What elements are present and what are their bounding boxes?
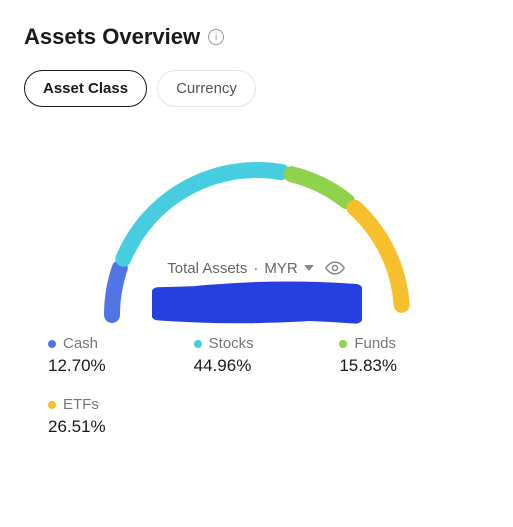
legend-item-cash: Cash 12.70% (48, 335, 174, 376)
tabs: Asset Class Currency (24, 70, 489, 107)
currency-code: MYR (264, 260, 297, 277)
legend-value-stocks: 44.96% (194, 356, 320, 376)
info-icon[interactable]: i (208, 29, 224, 45)
legend-label-etfs: ETFs (63, 396, 99, 413)
legend-label-cash: Cash (63, 335, 98, 352)
gauge-center: Total Assets · MYR (24, 257, 489, 279)
legend-item-funds: Funds 15.83% (339, 335, 465, 376)
separator: · (253, 260, 258, 277)
legend: Cash 12.70% Stocks 44.96% Funds 15.83% E… (24, 335, 489, 437)
legend-dot-etfs (48, 401, 56, 409)
legend-value-funds: 15.83% (339, 356, 465, 376)
legend-item-stocks: Stocks 44.96% (194, 335, 320, 376)
legend-value-etfs: 26.51% (48, 417, 174, 437)
legend-dot-cash (48, 340, 56, 348)
total-assets-label: Total Assets (167, 260, 247, 277)
legend-dot-stocks (194, 340, 202, 348)
tab-asset-class[interactable]: Asset Class (24, 70, 147, 107)
page-title: Assets Overview (24, 24, 200, 50)
gauge-chart: Total Assets · MYR (24, 135, 489, 325)
tab-currency[interactable]: Currency (157, 70, 256, 107)
redacted-amount (152, 281, 362, 327)
legend-dot-funds (339, 340, 347, 348)
legend-item-etfs: ETFs 26.51% (48, 396, 174, 437)
legend-label-funds: Funds (354, 335, 396, 352)
eye-icon[interactable] (324, 257, 346, 279)
chevron-down-icon[interactable] (304, 265, 314, 271)
legend-label-stocks: Stocks (209, 335, 254, 352)
header: Assets Overview i (24, 24, 489, 50)
legend-value-cash: 12.70% (48, 356, 174, 376)
